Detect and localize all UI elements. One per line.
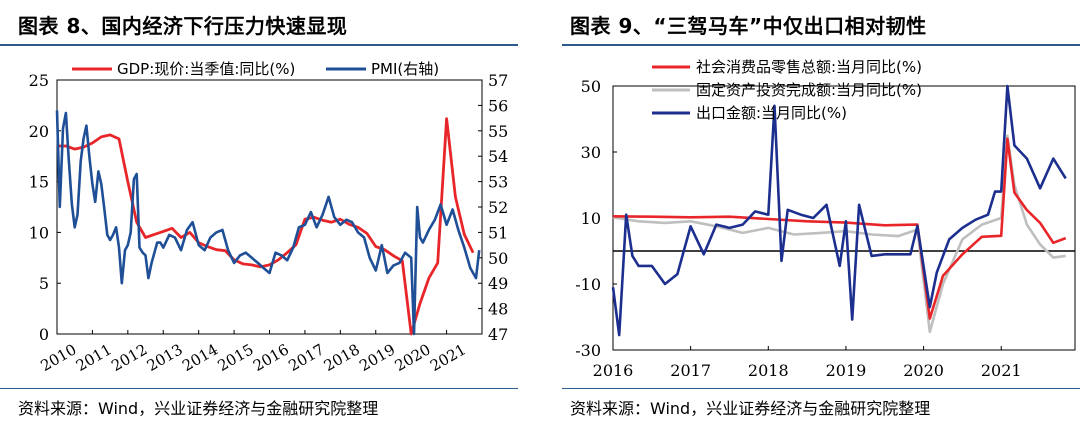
y-tick-label: -10 bbox=[575, 275, 601, 294]
y2-tick-label: 57 bbox=[488, 71, 508, 90]
x-tick-label: 2011 bbox=[73, 340, 115, 375]
y-tick-label: -30 bbox=[575, 341, 601, 360]
figure-8-source: 资料来源：Wind，兴业证券经济与金融研究院整理 bbox=[18, 399, 379, 418]
pmi-legend-label: PMI(右轴) bbox=[371, 60, 439, 78]
y-tick-label: 0 bbox=[39, 325, 49, 344]
gdp-series-line bbox=[57, 117, 475, 336]
x-tick-label: 2020 bbox=[392, 340, 434, 375]
x-tick-label: 2016 bbox=[593, 361, 634, 380]
fixed-investment-series-line bbox=[612, 134, 1066, 334]
x-tick-label: 2021 bbox=[427, 340, 469, 375]
x-tick-label: 2020 bbox=[903, 361, 944, 380]
figure-8-panel: 图表 8、国内经济下行压力快速显现 0 5 10 15 20 25 47 48 49 50 51 52… bbox=[0, 14, 518, 418]
y-tick-label: 25 bbox=[29, 71, 49, 90]
pmi-series-line bbox=[55, 110, 481, 336]
retail-sales-legend-label: 社会消费品零售总额:当月同比(%) bbox=[696, 58, 922, 76]
y2-tick-label: 49 bbox=[488, 274, 508, 293]
x-tick-label: 2017 bbox=[670, 361, 711, 380]
figure-8-title: 图表 8、国内经济下行压力快速显现 bbox=[18, 14, 348, 38]
y-tick-label: 5 bbox=[39, 274, 49, 293]
y-tick-label: 10 bbox=[29, 223, 49, 242]
y2-tick-label: 48 bbox=[488, 300, 508, 319]
y2-tick-label: 55 bbox=[488, 122, 508, 141]
exports-legend-label: 出口金额:当月同比(%) bbox=[696, 104, 847, 122]
x-tick-label: 2014 bbox=[179, 340, 221, 375]
y2-tick-label: 56 bbox=[488, 96, 508, 115]
y-tick-label: 50 bbox=[581, 77, 601, 96]
y2-tick-label: 50 bbox=[488, 249, 508, 268]
retail-sales-series-line bbox=[612, 137, 1067, 320]
gdp-legend-label: GDP:现价:当季值:同比(%) bbox=[117, 60, 295, 78]
figure-9-source: 资料来源：Wind，兴业证券经济与金融研究院整理 bbox=[570, 399, 931, 418]
y-tick-label: 15 bbox=[29, 173, 49, 192]
x-tick-label: 2012 bbox=[108, 340, 150, 375]
y-tick-label: 30 bbox=[581, 143, 601, 162]
x-tick-label: 2017 bbox=[285, 340, 327, 375]
figure-9-title-rule bbox=[562, 44, 1080, 46]
x-tick-label: 2018 bbox=[321, 340, 363, 375]
y2-tick-label: 52 bbox=[488, 198, 508, 217]
y2-tick-label: 54 bbox=[488, 147, 508, 166]
x-tick-label: 2013 bbox=[144, 340, 186, 375]
exports-series-line bbox=[611, 84, 1067, 337]
y-tick-label: 20 bbox=[29, 122, 49, 141]
x-tick-label: 2018 bbox=[748, 361, 789, 380]
y2-tick-label: 51 bbox=[488, 223, 508, 242]
figure-9-panel: 图表 9、“三驾马车”中仅出口相对韧性 -30 -10 10 30 50 2016 2017… bbox=[540, 0, 1080, 434]
x-tick-label: 2010 bbox=[37, 340, 79, 375]
figure-9-title: 图表 9、“三驾马车”中仅出口相对韧性 bbox=[570, 14, 927, 38]
x-tick-label: 2019 bbox=[826, 361, 867, 380]
fixed-investment-legend-label: 固定资产投资完成额:当月同比(%) bbox=[696, 81, 922, 99]
y2-tick-label: 53 bbox=[488, 173, 508, 192]
y-tick-label: 10 bbox=[581, 209, 601, 228]
figure-8-chart: 0 5 10 15 20 25 47 48 49 50 51 52 53 54 55 56 57 20102011… bbox=[29, 60, 509, 375]
x-tick-label: 2015 bbox=[215, 340, 257, 375]
figure-9-source-rule bbox=[562, 388, 1080, 389]
x-tick-label: 2016 bbox=[250, 340, 292, 375]
x-tick-label: 2019 bbox=[356, 340, 398, 375]
figure-8-title-rule bbox=[0, 44, 518, 46]
figure-8-source-rule bbox=[0, 388, 518, 389]
y2-tick-label: 47 bbox=[488, 325, 508, 344]
x-tick-label: 2021 bbox=[981, 361, 1022, 380]
figure-9-chart: -30 -10 10 30 50 2016 2017 2018 2019 2020 2021 社会消费… bbox=[575, 58, 1076, 380]
